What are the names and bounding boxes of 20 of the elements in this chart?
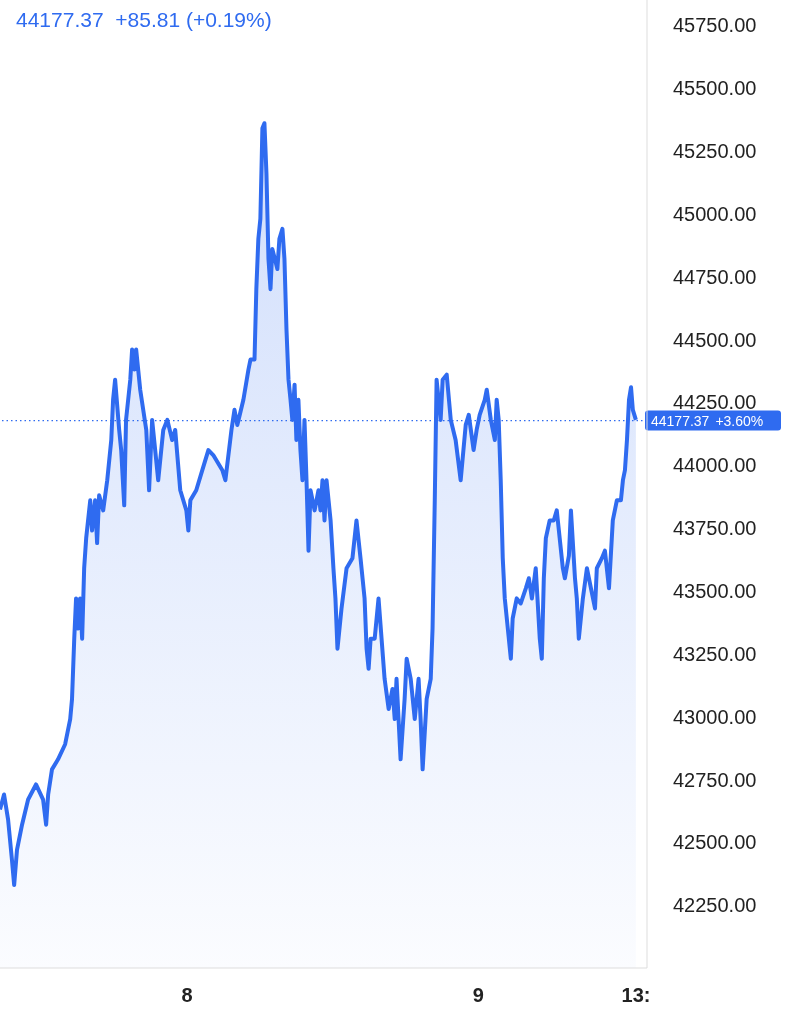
- y-tick-label: 44750.00: [673, 265, 757, 288]
- y-tick-label: 45750.00: [673, 14, 757, 37]
- y-tick-label: 44000.00: [673, 454, 757, 477]
- y-tick-label: 45500.00: [673, 77, 757, 100]
- y-tick-label: 42750.00: [673, 768, 757, 791]
- x-tick-label: 13:: [621, 984, 651, 1007]
- x-tick-label: 8: [181, 984, 193, 1007]
- y-tick-label: 45250.00: [673, 139, 757, 162]
- y-tick-label: 43000.00: [673, 705, 757, 728]
- annotation: 44177.37 +85.81 (+0.19%): [16, 8, 272, 32]
- y-tick-label: 43250.00: [673, 642, 757, 665]
- y-tick-label: 43750.00: [673, 517, 757, 540]
- ref-line-label: 44177.37 +3.60%: [651, 412, 764, 429]
- y-tick-label: 43500.00: [673, 579, 757, 602]
- y-tick-label: 42500.00: [673, 831, 757, 854]
- y-tick-label: 45000.00: [673, 202, 757, 225]
- y-tick-label: 44500.00: [673, 328, 757, 351]
- x-tick-label: 9: [472, 984, 484, 1007]
- y-tick-label: 44250.00: [673, 391, 757, 414]
- y-tick-label: 42250.00: [673, 894, 757, 917]
